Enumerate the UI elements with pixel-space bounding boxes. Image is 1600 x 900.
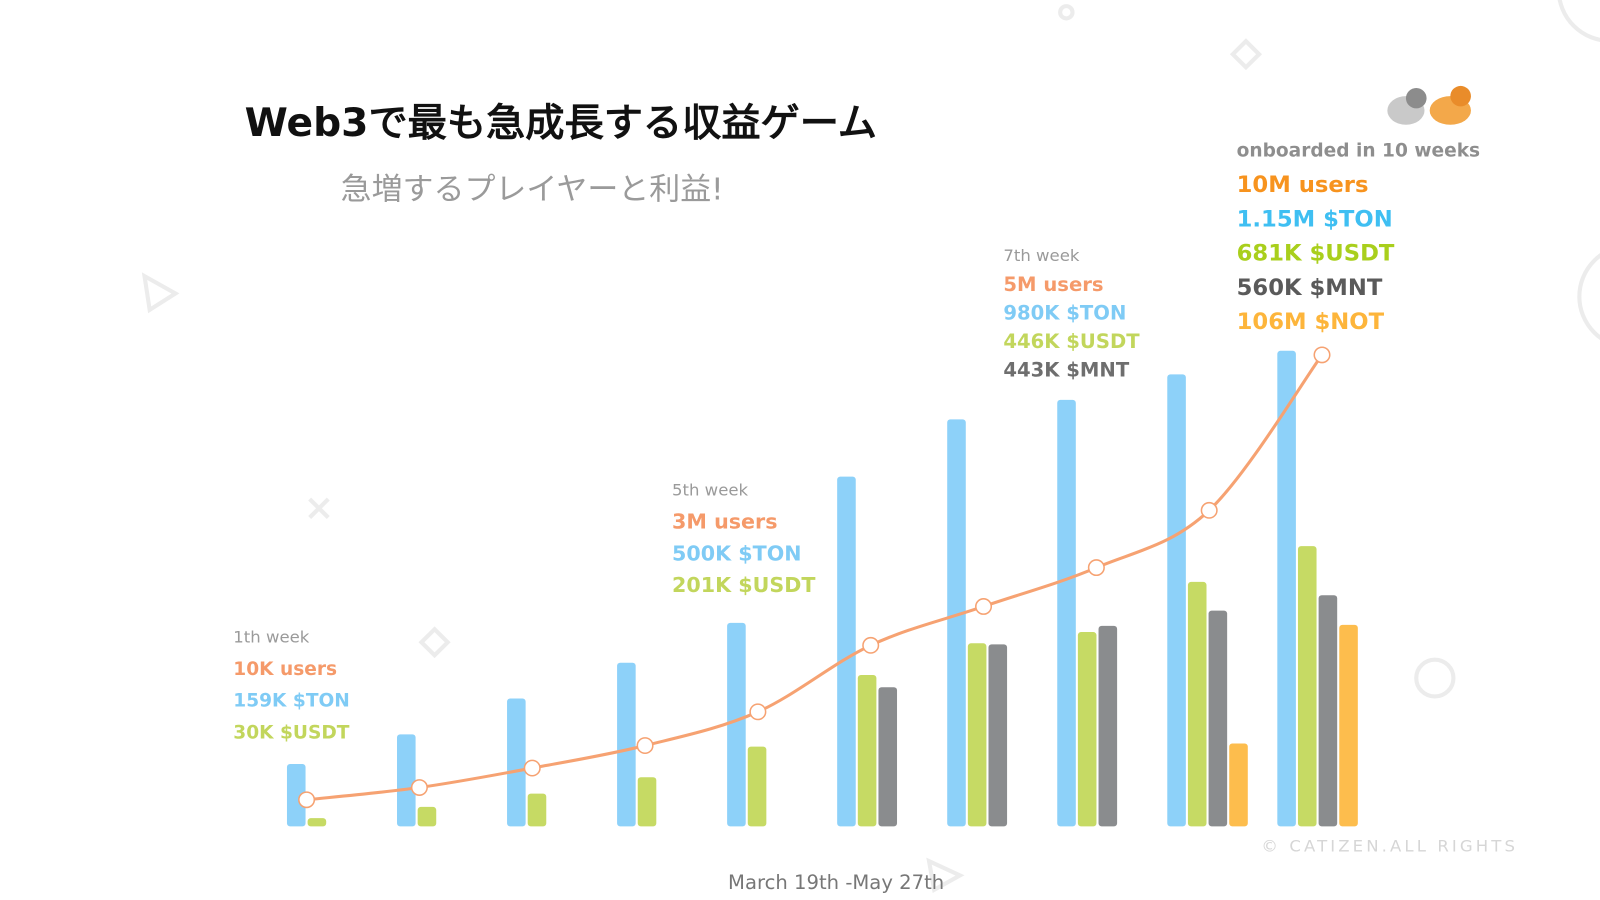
users-point bbox=[636, 737, 654, 755]
deco-cross bbox=[308, 497, 330, 519]
annotation-line: 30K $USDT bbox=[233, 722, 350, 743]
annotation-line: 159K $TON bbox=[233, 691, 350, 712]
bar bbox=[967, 643, 987, 827]
bar bbox=[747, 746, 767, 827]
annotation-line: 10M users bbox=[1237, 172, 1369, 198]
annotation-line: 500K $TON bbox=[672, 541, 802, 565]
deco-triangle bbox=[926, 857, 965, 893]
decorations bbox=[141, 0, 1600, 893]
users-point bbox=[298, 791, 316, 809]
users-point bbox=[1087, 559, 1105, 577]
annotation-line: 3M users bbox=[672, 510, 778, 534]
annotation-line: 980K $TON bbox=[1003, 302, 1126, 325]
users-point bbox=[410, 779, 428, 796]
bar bbox=[837, 476, 856, 827]
bar bbox=[637, 777, 657, 827]
bar bbox=[1167, 374, 1186, 827]
bar bbox=[417, 806, 437, 827]
annotation-line: 10K users bbox=[233, 659, 337, 680]
users-point bbox=[523, 759, 541, 777]
bar bbox=[878, 687, 898, 827]
bar bbox=[1297, 546, 1317, 827]
annotation-line: 1.15M $TON bbox=[1237, 206, 1393, 232]
annotation-line: 5th week bbox=[672, 480, 749, 499]
annotation-line: 443K $MNT bbox=[1003, 359, 1130, 382]
annotation-line: 5M users bbox=[1003, 273, 1103, 296]
bar bbox=[857, 675, 877, 827]
annotation-line: 7th week bbox=[1003, 246, 1080, 265]
bar bbox=[1187, 581, 1207, 827]
bar bbox=[286, 763, 306, 827]
users-point bbox=[1313, 346, 1331, 364]
bar bbox=[988, 644, 1008, 827]
bar bbox=[617, 662, 636, 827]
bar bbox=[947, 419, 966, 827]
deco-circle bbox=[1414, 657, 1456, 699]
bar bbox=[507, 698, 526, 827]
annotation-line: 201K $USDT bbox=[672, 573, 815, 597]
bar bbox=[307, 818, 327, 827]
bar bbox=[527, 793, 547, 827]
bar bbox=[1318, 595, 1338, 827]
bar bbox=[1339, 624, 1358, 827]
users-point bbox=[749, 703, 767, 721]
annotation-line: 681K $USDT bbox=[1237, 241, 1395, 267]
annotation-line: 560K $MNT bbox=[1237, 275, 1383, 301]
deco-circle bbox=[1557, 0, 1600, 42]
deco-diamond bbox=[418, 626, 451, 659]
users-point bbox=[1200, 501, 1218, 519]
annotation-line: 1th week bbox=[233, 628, 310, 647]
users-point bbox=[862, 636, 880, 654]
bar bbox=[397, 734, 416, 827]
x-axis-label: March 19th -May 27th bbox=[728, 871, 944, 894]
bar bbox=[1098, 625, 1118, 827]
bar bbox=[727, 622, 746, 827]
annotation-line: 446K $USDT bbox=[1003, 330, 1140, 353]
annotation-line: 106M $NOT bbox=[1237, 309, 1385, 335]
bar bbox=[1208, 610, 1228, 827]
bar bbox=[1229, 743, 1248, 827]
chart-subtitle: 急増するプレイヤーと利益! bbox=[341, 172, 724, 208]
annotation-line: onboarded in 10 weeks bbox=[1237, 140, 1480, 161]
bar bbox=[1277, 350, 1296, 827]
watermark: © CATIZEN.ALL RIGHTS bbox=[1261, 836, 1518, 855]
chart-title: Web3で最も急成長する収益ゲーム bbox=[245, 101, 877, 146]
users-point bbox=[975, 598, 993, 615]
bar bbox=[1077, 632, 1097, 827]
cat-icons bbox=[1387, 85, 1471, 125]
users-line bbox=[306, 353, 1324, 802]
deco-circle bbox=[1058, 4, 1075, 21]
bar bbox=[1057, 399, 1076, 827]
deco-diamond bbox=[1229, 38, 1262, 71]
deco-triangle bbox=[141, 272, 180, 314]
deco-circle bbox=[1577, 253, 1600, 341]
